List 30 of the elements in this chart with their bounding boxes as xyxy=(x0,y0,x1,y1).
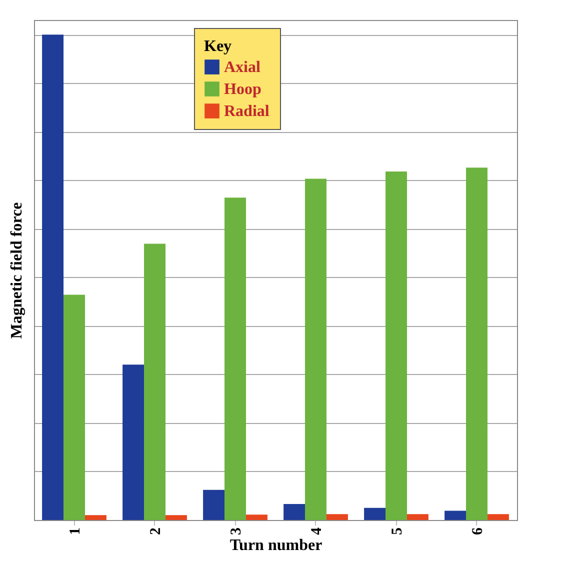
bar xyxy=(84,515,106,520)
bar xyxy=(284,504,306,520)
x-tick-label: 5 xyxy=(389,528,406,535)
bar xyxy=(444,510,466,520)
x-axis-title: Turn number xyxy=(230,537,322,554)
bar xyxy=(364,508,386,520)
bar xyxy=(386,171,407,520)
bar xyxy=(466,168,488,520)
y-axis-title: Magnetic field force xyxy=(8,202,26,339)
x-tick-label: 6 xyxy=(470,527,486,535)
bar xyxy=(144,244,166,520)
bar xyxy=(203,490,225,520)
legend-title: Key xyxy=(204,38,232,55)
legend-label: Hoop xyxy=(224,81,262,98)
x-tick-label: 3 xyxy=(228,528,244,535)
bar xyxy=(326,514,348,520)
bar xyxy=(64,294,85,520)
x-tick-label: 4 xyxy=(308,527,325,535)
x-tick-label: 1 xyxy=(67,528,84,535)
bar xyxy=(406,514,428,520)
x-tick-label: 2 xyxy=(148,528,164,535)
bar xyxy=(246,514,268,520)
bar xyxy=(305,178,326,520)
bar xyxy=(42,34,64,520)
bar xyxy=(487,514,509,520)
legend-label: Axial xyxy=(224,59,261,76)
legend-label: Radial xyxy=(224,103,270,120)
bar xyxy=(224,198,246,520)
bar xyxy=(122,364,144,520)
bar xyxy=(165,515,187,520)
